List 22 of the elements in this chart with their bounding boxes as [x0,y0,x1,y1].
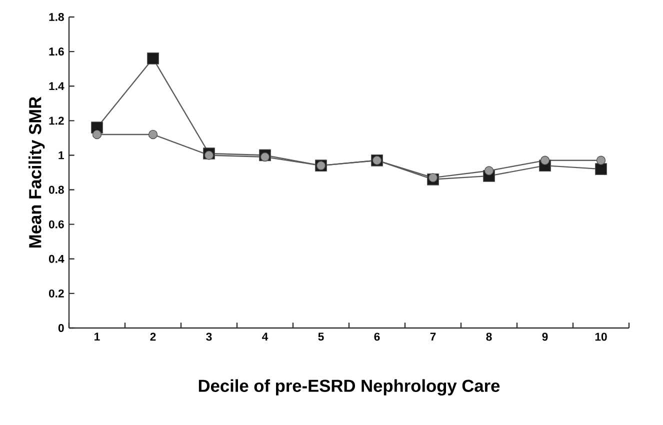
x-tick-label: 6 [374,332,380,341]
x-tick-label: 9 [542,332,548,341]
y-tick-label: 1.6 [49,48,64,56]
x-tick-label: 10 [595,332,607,341]
x-tick-label: 1 [94,332,100,341]
x-tick-label: 7 [430,332,436,341]
x-tick-label: 8 [486,332,492,341]
y-axis-title: Mean Facility SMR [28,96,45,248]
y-tick-label: 1.8 [49,12,64,22]
y-tick-label: 0.2 [48,289,64,298]
y-tick-label: 1.2 [49,116,64,125]
y-tick-label: 1 [58,151,64,160]
x-tick-label: 5 [318,332,324,341]
x-tick-label: 4 [262,332,268,341]
y-tick-label: 0.4 [48,254,64,263]
y-tick-label: 1.4 [49,82,64,90]
x-axis-title: Decile of pre-ESRD Nephrology Care [198,379,500,396]
y-tick-label: 0.6 [48,220,64,228]
y-tick-label: 0.8 [48,186,64,194]
x-tick-label: 3 [206,332,212,341]
y-tick-label: 0 [58,324,64,332]
x-tick-label: 2 [150,332,156,341]
